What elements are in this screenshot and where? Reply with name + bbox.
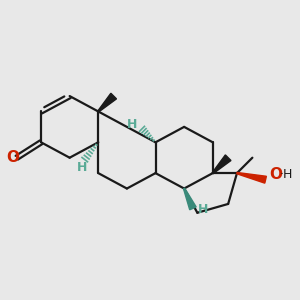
Text: O: O	[6, 150, 19, 165]
Polygon shape	[184, 188, 196, 210]
Text: H: H	[198, 203, 208, 216]
Polygon shape	[212, 155, 231, 174]
Text: ·H: ·H	[280, 168, 293, 181]
Text: H: H	[127, 118, 138, 131]
Text: H: H	[76, 161, 87, 174]
Polygon shape	[237, 172, 266, 183]
Polygon shape	[98, 93, 116, 112]
Text: O: O	[269, 167, 282, 182]
